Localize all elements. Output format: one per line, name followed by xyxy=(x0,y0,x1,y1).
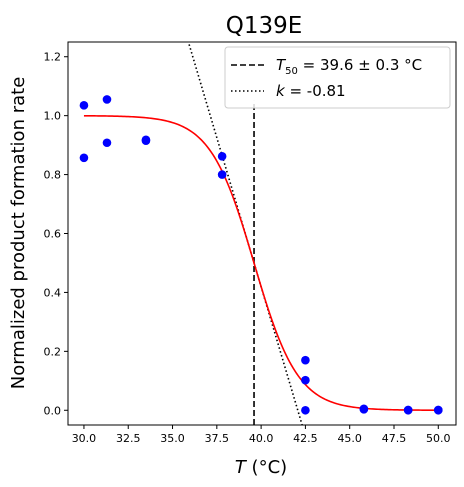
data-point xyxy=(79,101,89,110)
x-axis-variable: T xyxy=(235,457,248,478)
y-tick-label: 1.2 xyxy=(44,51,62,64)
y-tick-label: 0.0 xyxy=(44,404,62,417)
y-tick-label: 0.2 xyxy=(44,345,62,358)
data-point xyxy=(217,152,227,161)
x-tick-label: 30.0 xyxy=(72,432,97,445)
legend-t50-symbol: T xyxy=(276,56,287,74)
legend-t50-value: = 39.6 ± 0.3 °C xyxy=(298,56,422,74)
x-tick-label: 50.0 xyxy=(426,432,451,445)
data-point xyxy=(102,95,112,104)
legend-k-symbol: k xyxy=(276,82,286,100)
y-axis-title: Normalized product formation rate xyxy=(8,77,29,390)
x-axis-title: T (°C) xyxy=(235,457,287,478)
y-tick-label: 0.8 xyxy=(44,169,62,182)
legend-t50-label: T50 = 39.6 ± 0.3 °C xyxy=(276,56,422,77)
plot-frame xyxy=(67,41,457,426)
y-tick-label: 0.6 xyxy=(44,228,62,241)
legend-box xyxy=(224,46,451,109)
legend: T50 = 39.6 ± 0.3 °C k = -0.81 xyxy=(224,46,451,109)
plot-area xyxy=(79,42,443,425)
data-point xyxy=(102,138,112,148)
data-point xyxy=(403,405,413,415)
x-tick-label: 40.0 xyxy=(249,432,274,445)
data-point xyxy=(141,136,151,145)
chart-title: Q139E xyxy=(226,13,303,39)
x-tick-label: 35.0 xyxy=(160,432,185,445)
x-tick-label: 37.5 xyxy=(205,432,230,445)
data-point xyxy=(301,375,310,385)
legend-t50-subscript: 50 xyxy=(285,66,298,77)
data-point xyxy=(79,153,89,163)
legend-k-label: k = -0.81 xyxy=(276,82,346,100)
x-tick-label: 47.5 xyxy=(382,432,407,445)
legend-k-value: = -0.81 xyxy=(285,82,346,100)
data-point xyxy=(433,405,443,415)
x-tick-label: 32.5 xyxy=(116,432,141,445)
x-axis-unit: (°C) xyxy=(246,457,287,478)
fit-curve xyxy=(83,114,439,411)
data-point xyxy=(301,355,310,365)
y-tick-label: 1.0 xyxy=(44,110,62,123)
y-tick-label: 0.4 xyxy=(44,286,62,299)
x-tick-label: 42.5 xyxy=(293,432,318,445)
axis-ticks: 30.0 32.5 35.0 37.5 40.0 42.5 45.0 47.5 50.0 0.0 0… xyxy=(44,51,451,445)
x-tick-label: 45.0 xyxy=(337,432,362,445)
data-point xyxy=(217,170,227,179)
data-point xyxy=(359,405,369,414)
data-point xyxy=(301,405,310,415)
